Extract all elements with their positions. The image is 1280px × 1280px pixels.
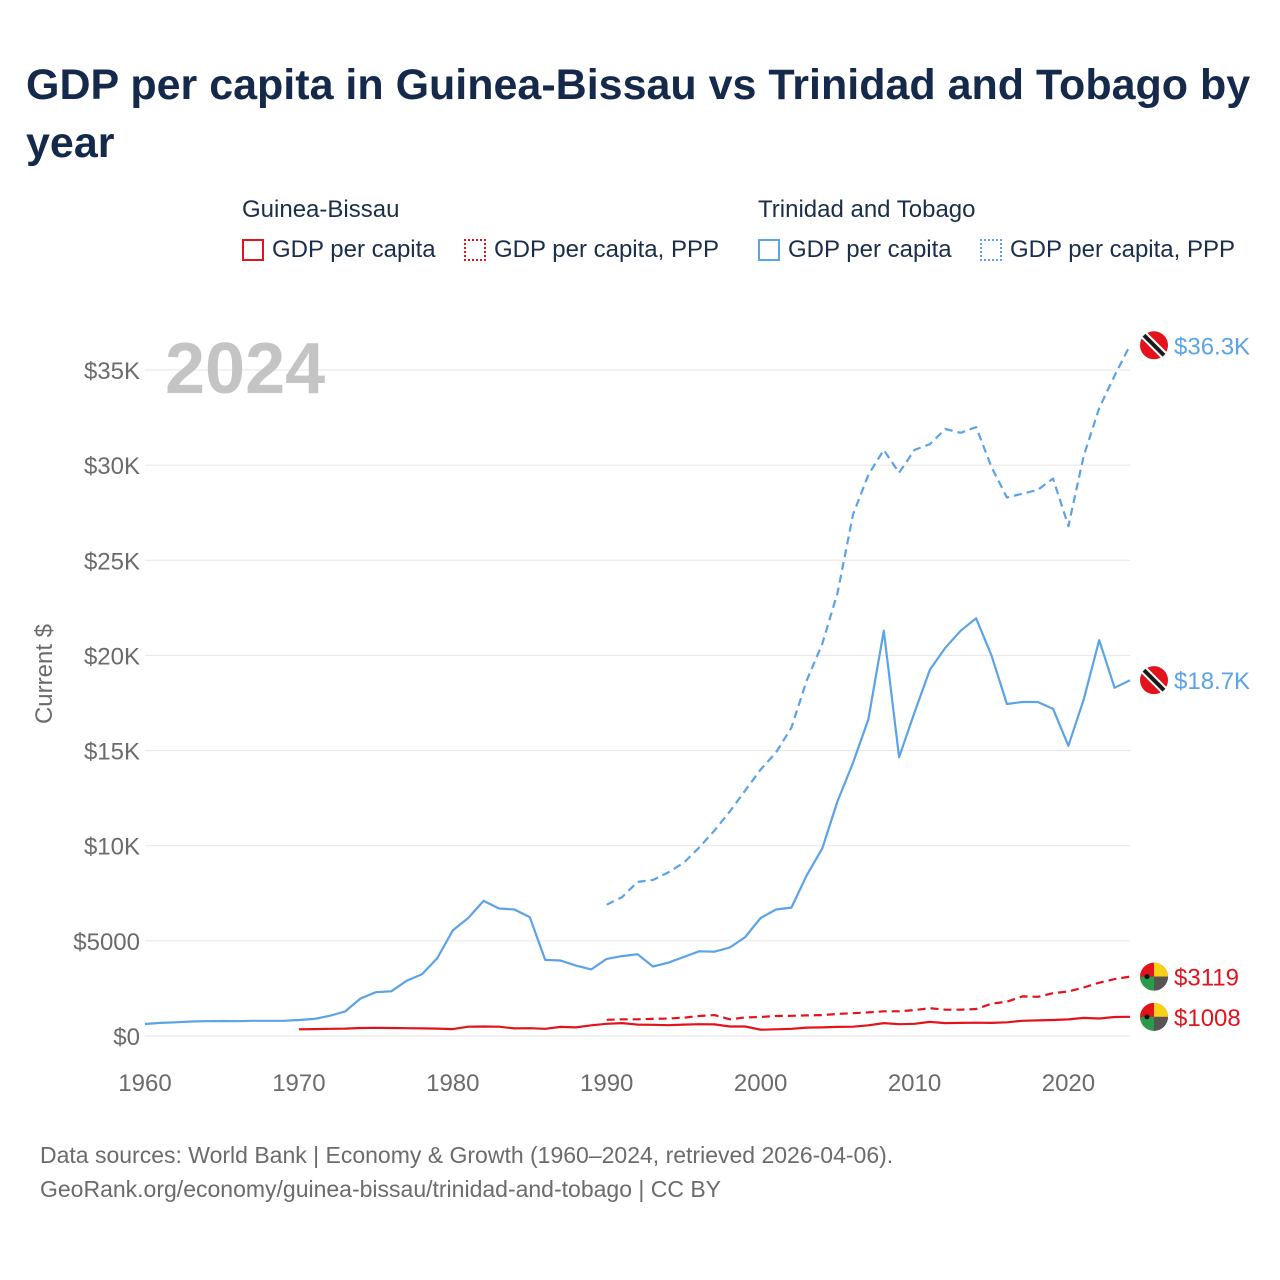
y-tick-label: $0 [113,1024,140,1051]
y-tick-label: $10K [84,834,140,861]
flag-star [1144,1014,1150,1020]
legend-label: GDP per capita [788,236,952,263]
y-tick-label: $5000 [73,929,140,956]
legend-swatch-solid-red [242,239,264,261]
legend-label: GDP per capita [272,236,436,263]
x-tick-label: 1970 [272,1070,325,1097]
year-watermark: 2024 [165,329,325,409]
y-tick-label: $20K [84,643,140,670]
flag-star [1144,974,1150,980]
end-value-label: $36.3K [1174,333,1250,360]
flag-quadrant [1140,1016,1154,1031]
grid-layer [145,369,1130,1037]
legend-label: GDP per capita, PPP [1010,236,1235,263]
footer-sources: Data sources: World Bank | Economy & Gro… [40,1138,893,1206]
y-tick-label: $25K [84,548,140,575]
legend-swatch-dotted-red [464,239,486,261]
flag-quadrant [1154,1002,1168,1017]
legend-item-guinea-bissau-gdp-ppp[interactable]: GDP per capita, PPP [464,236,719,264]
legend-swatch-solid-blue [758,239,780,261]
series-line-0[interactable] [606,344,1131,906]
axis-layer: $0 $5000 $10K $15K $20K $25K $30K $35K 1960 1970 1… [73,358,1095,1097]
flag-quadrant [1154,962,1168,977]
flag-quadrant [1154,976,1168,991]
series-line-1[interactable] [144,617,1131,1026]
footer-line-1: Data sources: World Bank | Economy & Gro… [40,1142,894,1168]
footer-line-2[interactable]: GeoRank.org/economy/guinea-bissau/trinid… [40,1176,722,1202]
x-tick-label: 2010 [888,1070,941,1097]
x-tick-label: 2000 [734,1070,787,1097]
x-tick-label: 1990 [580,1070,633,1097]
end-value-label: $18.7K [1174,668,1250,695]
legend-item-guinea-bissau-gdp[interactable]: GDP per capita [242,236,436,264]
flag-stripe [1142,333,1166,357]
y-tick-label: $30K [84,453,140,480]
flag-stripe [1142,668,1166,692]
series-layer [144,344,1131,1031]
flag-quadrant [1154,1016,1168,1031]
flag-quadrant [1140,976,1154,991]
end-value-label: $3119 [1174,965,1239,992]
legend-swatch-dotted-blue [980,239,1002,261]
legend-group-trinidad-and-tobago: Trinidad and Tobago [758,196,976,223]
series-line-2[interactable] [606,975,1131,1021]
legend-label: GDP per capita, PPP [494,236,719,263]
endpoint-layer: $36.3K $18.7K $3119 $1008 [1140,331,1250,1032]
y-tick-label: $15K [84,739,140,766]
chart-title: GDP per capita in Guinea-Bissau vs Trini… [26,61,1251,167]
y-tick-label: $35K [84,358,140,385]
x-tick-label: 1960 [118,1070,171,1097]
legend-item-trinidad-gdp[interactable]: GDP per capita [758,236,952,264]
legend-group-guinea-bissau: Guinea-Bissau [242,196,400,223]
x-tick-label: 1980 [426,1070,479,1097]
legend-item-trinidad-gdp-ppp[interactable]: GDP per capita, PPP [980,236,1235,264]
end-value-label: $1008 [1174,1005,1241,1032]
series-line-3[interactable] [298,1015,1131,1031]
x-tick-label: 2020 [1042,1070,1095,1097]
y-axis-label: Current $ [31,624,58,724]
